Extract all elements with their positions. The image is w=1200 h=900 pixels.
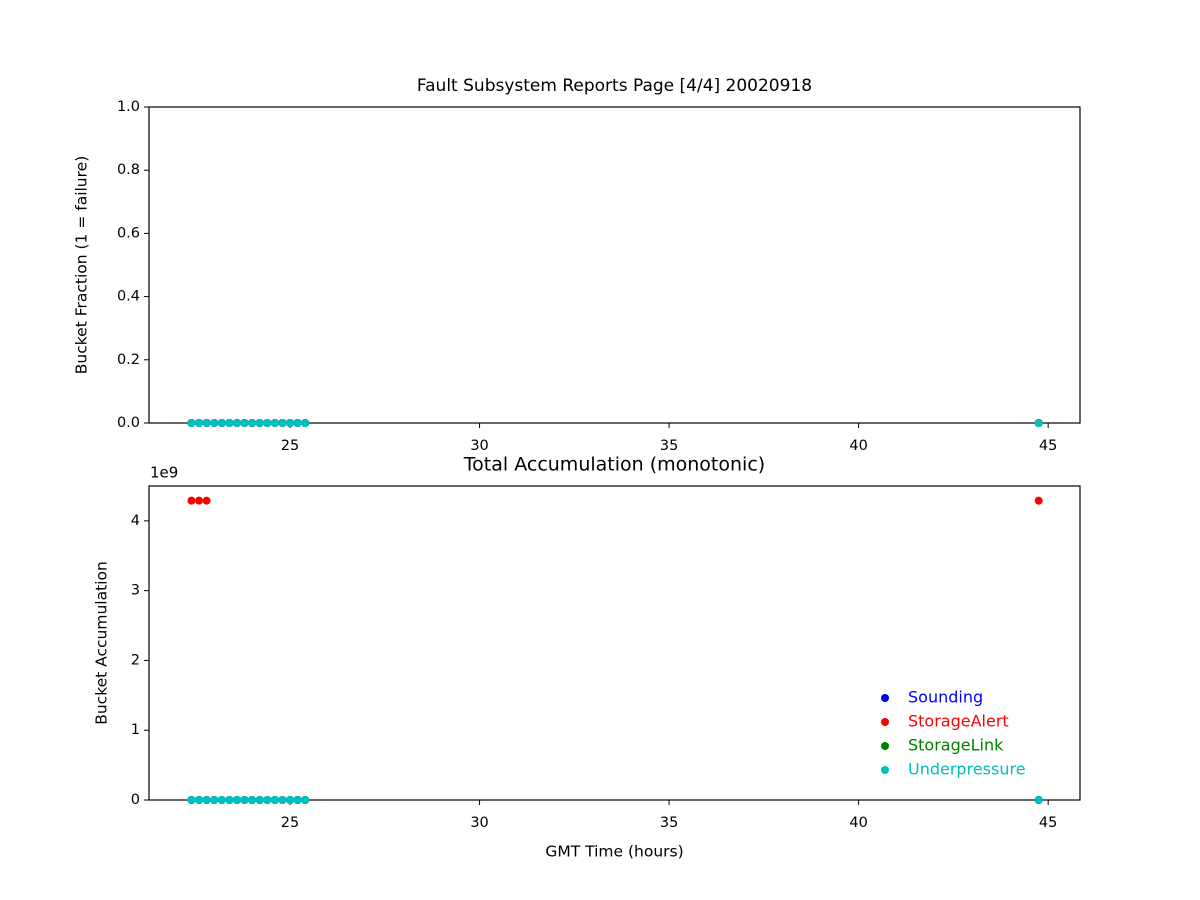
data-point (202, 419, 211, 427)
y-tick-label: 0.4 (117, 289, 140, 305)
y-axis-label: Bucket Fraction (1 = failure) (73, 156, 91, 375)
y-tick-label: 0.6 (117, 225, 140, 241)
x-axis-label: GMT Time (hours) (545, 843, 683, 861)
data-point (232, 419, 241, 427)
data-point (278, 419, 287, 427)
chart-title: Fault Subsystem Reports Page [4/4] 20020… (417, 76, 812, 96)
legend-marker (881, 766, 889, 774)
y-tick-label: 4 (131, 513, 140, 529)
data-point (263, 419, 272, 427)
data-point (270, 419, 279, 427)
y-tick-label: 1 (131, 722, 140, 738)
legend-label: StorageAlert (908, 712, 1009, 731)
legend-marker (881, 718, 889, 726)
x-tick-label: 40 (849, 815, 867, 831)
axes-frame (148, 485, 1081, 801)
data-point (217, 796, 226, 804)
y-tick-label: 0.8 (117, 162, 140, 178)
data-point (232, 796, 241, 804)
data-point (240, 796, 249, 804)
legend-marker (881, 742, 889, 750)
x-tick-label: 25 (281, 438, 299, 454)
data-point (202, 496, 211, 505)
data-point (270, 796, 279, 804)
data-point (210, 419, 219, 427)
data-point (202, 796, 211, 804)
data-point (225, 796, 234, 804)
data-point (1034, 419, 1043, 427)
data-point (195, 796, 204, 804)
y-tick-label: 0.2 (117, 352, 140, 368)
data-point (210, 796, 219, 804)
data-point (195, 496, 204, 505)
axes-frame (148, 106, 1081, 424)
y-tick-label: 2 (131, 652, 140, 668)
x-tick-label: 45 (1039, 438, 1057, 454)
data-point (286, 419, 295, 427)
data-point (301, 419, 310, 427)
legend-marker (881, 694, 889, 702)
x-tick-label: 45 (1039, 815, 1057, 831)
data-point (286, 796, 295, 804)
data-point (217, 419, 226, 427)
y-offset-label: 1e9 (150, 464, 178, 482)
data-point (278, 796, 287, 804)
x-tick-label: 35 (660, 815, 678, 831)
y-tick-label: 0 (131, 792, 140, 808)
y-tick-label: 3 (131, 583, 140, 599)
data-point (240, 419, 249, 427)
data-point (255, 796, 264, 804)
data-point (187, 419, 196, 427)
data-point (301, 796, 310, 804)
x-tick-label: 30 (470, 815, 488, 831)
data-point (187, 496, 196, 505)
data-point (255, 419, 264, 427)
x-tick-label: 35 (660, 438, 678, 454)
data-point (225, 419, 234, 427)
data-point (263, 796, 272, 804)
chart-title: Total Accumulation (monotonic) (463, 454, 765, 476)
legend-label: Underpressure (908, 760, 1026, 779)
data-point (187, 796, 196, 804)
data-point (1034, 496, 1043, 505)
data-point (293, 419, 302, 427)
data-point (248, 419, 257, 427)
y-axis-label: Bucket Accumulation (93, 561, 111, 725)
x-tick-label: 30 (470, 438, 488, 454)
legend-label: StorageLink (908, 736, 1004, 755)
x-tick-label: 25 (281, 815, 299, 831)
data-point (195, 419, 204, 427)
data-point (1034, 796, 1043, 804)
legend-label: Sounding (908, 688, 983, 707)
data-point (293, 796, 302, 804)
y-tick-label: 1.0 (117, 99, 140, 115)
y-tick-label: 0.0 (117, 415, 140, 431)
x-tick-label: 40 (849, 438, 867, 454)
data-point (248, 796, 257, 804)
